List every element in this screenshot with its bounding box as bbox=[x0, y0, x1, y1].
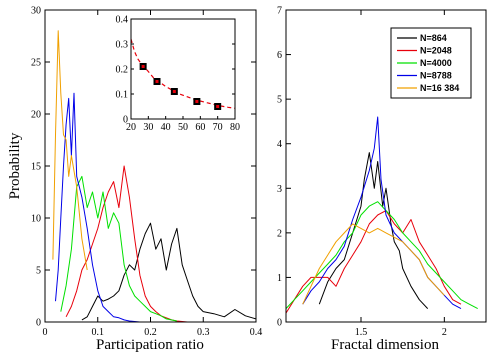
inset-y-tick-label: 0 bbox=[123, 115, 128, 126]
left-y-tick-label: 30 bbox=[31, 6, 41, 17]
inset-data-point-center bbox=[141, 65, 145, 68]
right-series-group bbox=[286, 116, 478, 314]
right-y-tick-label: 6 bbox=[277, 50, 282, 61]
inset-plot: 20 30 40 50 60 70 80 0 0.1 0.2 0.3 0.4 bbox=[116, 15, 241, 134]
legend-label: N=16 384 bbox=[420, 83, 459, 93]
inset-x-tick-label: 70 bbox=[213, 122, 223, 133]
inset-x-tick-label: 20 bbox=[126, 122, 136, 133]
inset-data-point-center bbox=[172, 90, 176, 93]
left-axis-ticks: 0 0.1 0.2 0.3 0.4 0 5 10 15 20 25 30 bbox=[31, 6, 262, 339]
inset-x-tick-label: 40 bbox=[161, 122, 171, 133]
inset-data-point-center bbox=[216, 105, 220, 108]
right-y-tick-label: 3 bbox=[277, 184, 282, 195]
right-series-n2048 bbox=[286, 210, 462, 314]
left-x-tick-label: 0.3 bbox=[197, 327, 210, 338]
left-y-axis-label: Probability bbox=[7, 132, 23, 199]
right-x-tick-label: 2 bbox=[442, 327, 447, 338]
left-x-axis-label: Participation ratio bbox=[96, 337, 204, 353]
inset-y-tick-label: 0.3 bbox=[116, 40, 129, 51]
left-series-n2048 bbox=[65, 165, 204, 322]
left-series-n4000 bbox=[60, 175, 177, 322]
right-y-tick-label: 2 bbox=[277, 228, 282, 239]
right-y-tick-label: 0 bbox=[277, 318, 282, 329]
legend: N=864 N=2048 N=4000 N=8788 N=16 384 bbox=[390, 27, 472, 99]
left-y-tick-label: 25 bbox=[31, 58, 41, 69]
left-series-n8788 bbox=[55, 92, 140, 322]
inset-data-point-center bbox=[195, 100, 199, 103]
inset-background bbox=[131, 19, 235, 119]
right-y-tick-label: 7 bbox=[277, 6, 282, 17]
left-x-tick-label: 0.4 bbox=[250, 327, 263, 338]
right-plot-frame bbox=[285, 9, 487, 323]
left-panel: 0 0.1 0.2 0.3 0.4 0 5 10 15 20 25 30 Participation … bbox=[7, 6, 262, 354]
right-y-tick-label: 1 bbox=[277, 273, 282, 284]
legend-entries: N=864 N=2048 N=4000 N=8788 N=16 384 bbox=[397, 33, 459, 93]
left-series-n864 bbox=[81, 222, 256, 321]
right-x-axis-label: Fractal dimension bbox=[331, 337, 439, 353]
inset-x-tick-label: 80 bbox=[230, 122, 240, 133]
inset-series-group bbox=[130, 38, 236, 110]
inset-y-tick-label: 0.2 bbox=[116, 65, 129, 76]
inset-x-tick-label: 60 bbox=[195, 122, 205, 133]
left-y-tick-label: 5 bbox=[36, 266, 41, 277]
inset-x-tick-label: 50 bbox=[178, 122, 188, 133]
inset-y-tick-label: 0.1 bbox=[116, 90, 129, 101]
inset-data-point-center bbox=[155, 80, 159, 83]
left-x-tick-label: 0.2 bbox=[144, 327, 157, 338]
left-y-tick-label: 0 bbox=[36, 318, 41, 329]
right-series-n16384 bbox=[302, 223, 445, 305]
right-series-n864 bbox=[318, 152, 429, 309]
right-y-tick-label: 5 bbox=[277, 95, 282, 106]
legend-label: N=864 bbox=[420, 33, 447, 43]
inset-y-tick-label: 0.4 bbox=[116, 15, 129, 26]
right-panel: 1.5 2 0 1 2 3 4 5 6 7 Fractal dimension N=864 N=20… bbox=[277, 6, 487, 353]
left-x-tick-label: 0 bbox=[43, 327, 48, 338]
left-series-n16384 bbox=[52, 30, 88, 271]
right-series-n4000 bbox=[286, 201, 478, 310]
left-y-tick-label: 20 bbox=[31, 110, 41, 121]
right-axis-ticks: 1.5 2 0 1 2 3 4 5 6 7 bbox=[277, 6, 447, 339]
legend-label: N=8788 bbox=[420, 71, 452, 81]
inset-axis-ticks: 20 30 40 50 60 70 80 0 0.1 0.2 0.3 0.4 bbox=[116, 15, 241, 134]
right-x-tick-label: 1.5 bbox=[355, 327, 368, 338]
right-y-tick-label: 4 bbox=[277, 139, 282, 150]
left-y-tick-label: 15 bbox=[31, 162, 41, 173]
legend-label: N=4000 bbox=[420, 58, 452, 68]
inset-x-tick-label: 30 bbox=[143, 122, 153, 133]
legend-label: N=2048 bbox=[420, 46, 452, 56]
left-y-tick-label: 10 bbox=[31, 214, 41, 225]
left-x-tick-label: 0.1 bbox=[92, 327, 105, 338]
left-series-group bbox=[52, 30, 256, 322]
